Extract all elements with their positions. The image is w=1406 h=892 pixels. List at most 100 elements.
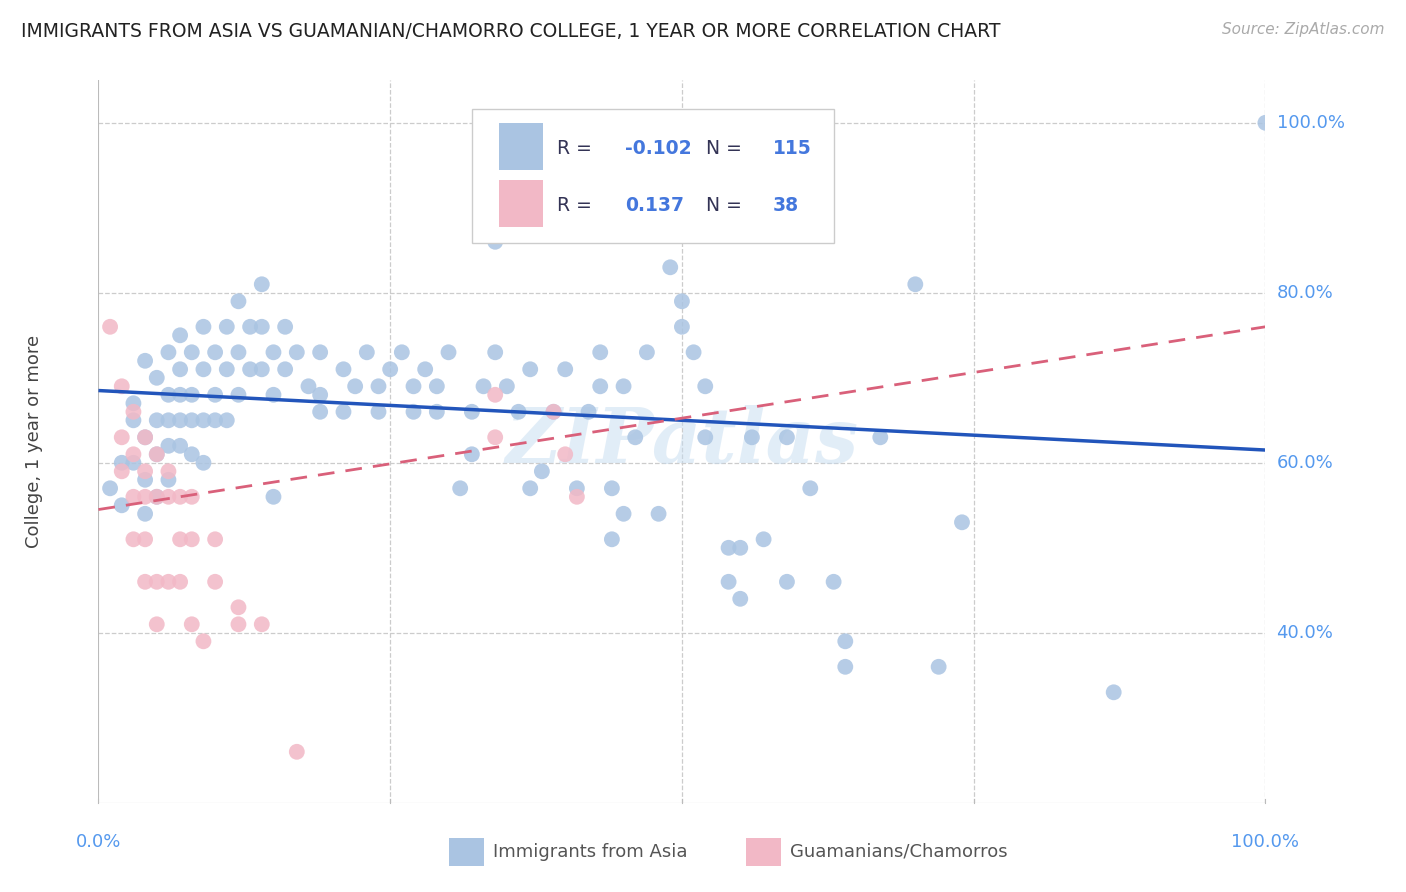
- Point: [823, 574, 845, 589]
- FancyBboxPatch shape: [499, 180, 543, 227]
- Point: [554, 447, 576, 461]
- Point: [157, 413, 180, 427]
- Point: [134, 464, 156, 478]
- Point: [402, 379, 425, 393]
- Text: College, 1 year or more: College, 1 year or more: [25, 335, 44, 548]
- Point: [1254, 116, 1277, 130]
- Point: [472, 379, 495, 393]
- Text: 100.0%: 100.0%: [1277, 114, 1344, 132]
- Point: [380, 362, 402, 376]
- Point: [157, 464, 180, 478]
- Point: [204, 345, 226, 359]
- Point: [461, 405, 484, 419]
- Point: [169, 533, 191, 547]
- Point: [169, 490, 191, 504]
- Point: [391, 345, 413, 359]
- Point: [122, 405, 145, 419]
- Point: [741, 430, 763, 444]
- Point: [589, 345, 612, 359]
- FancyBboxPatch shape: [747, 838, 782, 865]
- Point: [636, 345, 658, 359]
- Point: [600, 481, 623, 495]
- Point: [204, 533, 226, 547]
- Point: [157, 439, 180, 453]
- Point: [554, 362, 576, 376]
- Point: [169, 388, 191, 402]
- Point: [180, 617, 202, 632]
- Text: IMMIGRANTS FROM ASIA VS GUAMANIAN/CHAMORRO COLLEGE, 1 YEAR OR MORE CORRELATION C: IMMIGRANTS FROM ASIA VS GUAMANIAN/CHAMOR…: [21, 22, 1001, 41]
- Text: -0.102: -0.102: [624, 138, 692, 158]
- Text: N =: N =: [706, 195, 742, 215]
- Point: [565, 490, 588, 504]
- Point: [250, 319, 273, 334]
- Point: [402, 405, 425, 419]
- Point: [134, 507, 156, 521]
- Point: [228, 345, 250, 359]
- Point: [250, 277, 273, 292]
- Text: R =: R =: [557, 195, 592, 215]
- Point: [950, 516, 973, 530]
- Point: [157, 345, 180, 359]
- Point: [180, 345, 202, 359]
- Point: [250, 617, 273, 632]
- Point: [122, 533, 145, 547]
- Text: 60.0%: 60.0%: [1277, 454, 1333, 472]
- Point: [928, 660, 950, 674]
- FancyBboxPatch shape: [499, 123, 543, 169]
- Point: [111, 498, 134, 512]
- Point: [193, 319, 215, 334]
- Point: [111, 456, 134, 470]
- Point: [122, 456, 145, 470]
- Point: [730, 541, 752, 555]
- Point: [122, 396, 145, 410]
- Point: [613, 507, 636, 521]
- Point: [169, 362, 191, 376]
- Point: [496, 379, 519, 393]
- Point: [659, 260, 682, 275]
- Point: [134, 533, 156, 547]
- Text: ZIPatlas: ZIPatlas: [505, 405, 859, 478]
- Point: [180, 388, 202, 402]
- Point: [589, 379, 612, 393]
- Point: [297, 379, 319, 393]
- Point: [215, 362, 238, 376]
- Point: [285, 345, 308, 359]
- Point: [157, 490, 180, 504]
- Text: R =: R =: [557, 138, 592, 158]
- Point: [204, 574, 226, 589]
- Point: [682, 345, 704, 359]
- Point: [449, 481, 471, 495]
- Point: [426, 379, 449, 393]
- Point: [157, 388, 180, 402]
- Point: [484, 235, 506, 249]
- Point: [146, 574, 169, 589]
- Point: [204, 413, 226, 427]
- Point: [169, 574, 191, 589]
- Point: [717, 541, 740, 555]
- Point: [834, 660, 856, 674]
- Text: 80.0%: 80.0%: [1277, 284, 1333, 301]
- Point: [776, 574, 799, 589]
- Point: [98, 481, 121, 495]
- Point: [239, 362, 262, 376]
- Point: [484, 388, 506, 402]
- Point: [332, 362, 354, 376]
- Point: [146, 413, 169, 427]
- Point: [180, 533, 202, 547]
- Point: [461, 447, 484, 461]
- Point: [671, 294, 693, 309]
- Point: [169, 413, 191, 427]
- Point: [332, 405, 354, 419]
- Point: [169, 328, 191, 343]
- Point: [530, 464, 553, 478]
- Point: [193, 456, 215, 470]
- Point: [659, 192, 682, 206]
- Text: Immigrants from Asia: Immigrants from Asia: [494, 843, 688, 861]
- Point: [309, 345, 332, 359]
- Point: [146, 371, 169, 385]
- Point: [146, 490, 169, 504]
- Point: [146, 490, 169, 504]
- Point: [356, 345, 378, 359]
- Point: [193, 413, 215, 427]
- FancyBboxPatch shape: [472, 109, 834, 243]
